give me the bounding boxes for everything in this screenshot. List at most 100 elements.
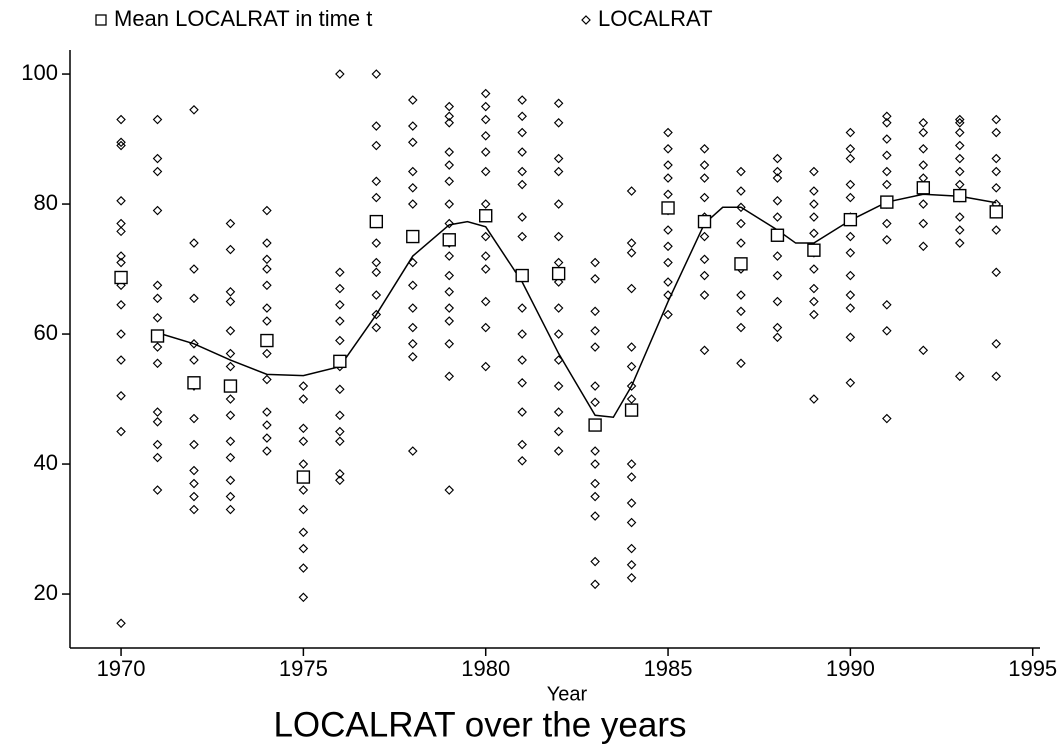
data-point [298,485,309,495]
data-point [189,465,199,476]
data-point [116,618,126,629]
data-point [371,322,382,333]
data-point [590,556,600,567]
data-point [225,491,236,502]
data-point [809,228,819,239]
mean-point [953,188,967,203]
data-point [335,316,345,326]
data-point [335,410,345,421]
data-point [116,251,126,261]
mean-point [843,212,858,227]
data-point [663,144,673,154]
data-point [116,226,126,237]
mean-point [114,270,128,285]
data-point [590,491,600,502]
mean-point [260,333,274,348]
data-point [189,264,199,274]
data-point [699,160,710,170]
x-tick-label: 1975 [279,656,328,681]
data-point [480,114,491,125]
data-point [954,153,965,164]
data-point [991,183,1002,193]
data-point [517,355,527,365]
data-point [225,326,236,336]
data-point [954,166,965,177]
data-point [480,322,491,333]
mean-point [989,205,1003,219]
data-point [517,95,527,105]
data-point [626,459,637,469]
data-point [882,218,892,229]
data-point [699,231,710,242]
data-point [298,459,309,469]
data-point [335,384,345,395]
data-point [262,205,272,216]
data-point [335,300,345,310]
data-point [444,287,455,297]
mean-point [150,329,165,343]
mean-point [223,379,238,393]
data-point [335,426,345,437]
data-point [408,166,418,177]
data-point [626,186,637,196]
data-point [152,342,163,352]
data-point [553,277,564,287]
data-point [152,205,163,216]
data-point [918,241,929,252]
data-point [626,573,637,583]
data-point [189,504,199,515]
data-point [663,173,673,183]
data-point [480,296,491,307]
data-point [262,420,272,430]
mean-point [697,214,712,229]
data-point [408,95,418,105]
data-point [517,329,527,339]
data-point [845,231,856,242]
data-point [298,563,309,573]
data-point [517,439,527,450]
data-point [298,592,309,603]
data-point [954,114,965,125]
data-point [626,517,637,528]
data-point [152,439,163,450]
mean-point [442,233,456,247]
data-point [736,186,746,196]
data-point [809,309,819,320]
mean-point [734,257,748,271]
data-point [444,218,455,229]
data-point [152,293,163,304]
data-point [809,394,819,404]
data-point [480,264,491,274]
mean-point [333,354,347,369]
data-point [553,257,564,268]
data-point [444,101,455,112]
data-point [918,218,929,229]
data-point [918,345,929,356]
data-point [553,153,564,164]
data-point [116,391,126,401]
y-tick-label: 60 [34,320,58,345]
data-point [517,179,527,190]
data-point [408,183,418,193]
data-point [663,160,673,170]
data-point [772,296,783,307]
data-point [954,212,965,222]
data-point [480,101,491,112]
data-point [298,423,309,434]
data-point [408,199,418,209]
data-point [553,446,564,456]
data-point [408,303,418,313]
data-point [845,303,856,313]
data-point [991,267,1002,278]
data-point [517,303,527,313]
data-point [553,231,564,242]
data-point [371,238,382,248]
data-point [845,378,856,388]
data-point [918,118,929,128]
x-tick-label: 1995 [1008,656,1057,681]
mean-point [551,266,566,281]
data-point [626,543,637,554]
data-point [189,439,199,450]
data-point [553,199,564,209]
